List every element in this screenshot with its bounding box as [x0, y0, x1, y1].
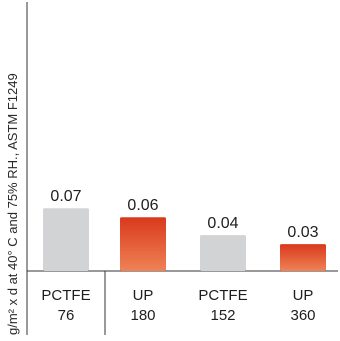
bars-group [43, 208, 326, 271]
y-axis-label: g/m² x d at 40° C and 75% RH., ASTM F124… [5, 73, 20, 335]
value-label: 0.06 [127, 197, 158, 214]
category-label-material: UP [133, 287, 154, 304]
category-label-material: PCTFE [198, 287, 247, 304]
value-label: 0.03 [287, 224, 318, 241]
value-labels-group: 0.07 0.06 0.04 0.03 [50, 188, 318, 241]
bar-up-180 [120, 217, 166, 271]
category-label-thickness: 152 [210, 307, 235, 324]
category-label-material: UP [293, 287, 314, 304]
category-label-material: PCTFE [41, 287, 90, 304]
value-label: 0.07 [50, 188, 81, 205]
category-label-thickness: 76 [58, 307, 75, 324]
category-label-thickness: 360 [290, 307, 315, 324]
category-labels-group: PCTFE 76 UP 180 PCTFE 152 UP 360 [41, 287, 315, 324]
value-label: 0.04 [207, 215, 238, 232]
bar-up-360 [280, 244, 326, 271]
bar-pctfe-152 [200, 235, 246, 271]
bar-pctfe-76 [43, 208, 89, 271]
category-label-thickness: 180 [130, 307, 155, 324]
